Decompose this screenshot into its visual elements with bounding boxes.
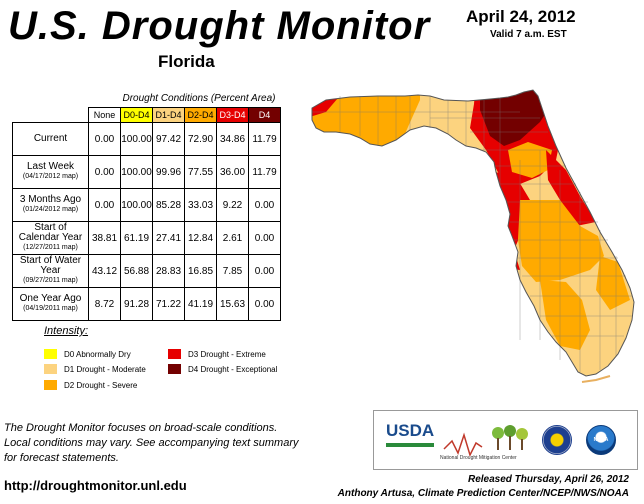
ndmc-logo-text: National Drought Mitigation Center [440,455,517,461]
table-caption: Drought Conditions (Percent Area) [122,93,276,104]
table-row: Start of Calendar Year (12/27/2011 map) 38… [12,221,281,255]
row-label-cell: One Year Ago (04/19/2011 map) [12,287,89,321]
table-cell: 77.55 [184,155,217,189]
table-cell: 97.42 [152,122,185,156]
release-date: Released Thursday, April 26, 2012 [467,474,629,485]
row-label-cell: Start of Calendar Year (12/27/2011 map) [12,221,89,255]
note-line: The Drought Monitor focuses on broad-sca… [4,422,278,434]
legend-swatch [44,380,57,390]
drought-intensity-layer [312,90,634,376]
note-line: for forecast statements. [4,452,119,464]
legend-label: D3 Drought - Extreme [188,349,266,359]
region-d2-inner [508,142,552,178]
legend-label: D0 Abnormally Dry [64,349,131,359]
drought-table: None D0-D4 D1-D4 D2-D4 D3-D4 D4 Current 0… [12,107,281,321]
legend-item-d3: D3 Drought - Extreme [168,349,266,359]
table-row: Last Week (04/17/2012 map) 0.00 100.00 99.96… [12,155,281,189]
table-cell: 36.00 [216,155,249,189]
col-d4: D4 [248,107,281,123]
row-map-date: (04/17/2012 map) [22,173,79,180]
table-cell: 11.79 [248,122,281,156]
row-label: Start of Water Year [19,255,82,276]
table-cell: 16.85 [184,254,217,288]
noaa-seal-icon: NOAA [586,425,616,455]
region-d2-southwest [540,280,590,350]
col-d1-d4: D1-D4 [152,107,185,123]
valid-time: Valid 7 a.m. EST [490,29,567,40]
note-line: Local conditions may vary. See accompany… [4,437,299,449]
region-d2-southeast [596,256,630,310]
legend-item-d4: D4 Drought - Exceptional [168,364,277,374]
legend-swatch [44,364,57,374]
state-outline [311,89,635,377]
website-link[interactable]: http://droughtmonitor.unl.edu [4,478,187,493]
table-cell: 71.22 [152,287,185,321]
map-title: U.S. Drought Monitor [8,4,431,48]
table-row: 3 Months Ago (01/24/2012 map) 0.00 100.00 85… [12,188,281,222]
legend-swatch [168,349,181,359]
table-cell: 8.72 [88,287,121,321]
table-cell: 0.00 [248,287,281,321]
region-name: Florida [158,52,215,71]
legend-label: D4 Drought - Exceptional [188,364,278,374]
disclaimer-note: The Drought Monitor focuses on broad-sca… [4,421,298,466]
table-cell: 85.28 [152,188,185,222]
usda-logo: USDA [386,421,435,440]
region-d2-central [518,200,604,282]
table-cell: 99.96 [152,155,185,189]
table-cell: 12.84 [184,221,217,255]
table-cell: 0.00 [88,155,121,189]
table-cell: 91.28 [120,287,153,321]
table-cell: 100.00 [120,155,153,189]
row-label: Current [33,133,68,144]
table-cell: 15.63 [216,287,249,321]
noaa-seal-text: NOAA [593,437,609,443]
table-cell: 7.85 [216,254,249,288]
legend-item-d1: D1 Drought - Moderate [44,364,146,374]
row-label: Last Week [26,161,75,172]
table-cell: 11.79 [248,155,281,189]
usda-logo-underline [386,443,434,447]
map-date: April 24, 2012 [466,7,576,26]
row-map-date: (01/24/2012 map) [22,206,79,213]
table-row: One Year Ago (04/19/2011 map) 8.72 91.28 71.… [12,287,281,321]
row-label-cell: Start of Water Year (09/27/2011 map) [12,254,89,288]
table-cell: 27.41 [152,221,185,255]
legend-item-d2: D2 Drought - Severe [44,380,137,390]
legend-swatch [44,349,57,359]
region-d3-east-coast [546,150,596,226]
table-cell: 0.00 [248,254,281,288]
col-d0-d4: D0-D4 [120,107,153,123]
legend-title: Intensity: [44,325,89,337]
table-cell: 100.00 [120,188,153,222]
row-label: One Year Ago [19,293,82,304]
table-row: Start of Water Year (09/27/2011 map) 43.12… [12,254,281,288]
ndmc-logo [443,425,528,458]
col-none: None [88,107,121,123]
row-label: 3 Months Ago [19,194,82,205]
county-lines [312,96,632,372]
legend-label: D2 Drought - Severe [64,380,138,390]
row-map-date: (12/27/2011 map) [23,244,78,251]
partner-logos: USDA National Drought Mitigation Center … [373,410,638,470]
row-map-date: (04/19/2011 map) [23,305,78,312]
legend-item-d0: D0 Abnormally Dry [44,349,131,359]
row-label: Start of Calendar Year [18,222,83,243]
table-cell: 41.19 [184,287,217,321]
table-cell: 2.61 [216,221,249,255]
doc-seal-icon [542,425,572,455]
legend-swatch [168,364,181,374]
author-credit: Anthony Artusa, Climate Prediction Cente… [337,488,629,499]
table-header-row: None D0-D4 D1-D4 D2-D4 D3-D4 D4 [13,107,281,123]
table-cell: 0.00 [88,122,121,156]
legend-label: D1 Drought - Moderate [64,364,146,374]
florida-keys [581,375,611,383]
row-map-date: (09/27/2011 map) [23,277,78,284]
